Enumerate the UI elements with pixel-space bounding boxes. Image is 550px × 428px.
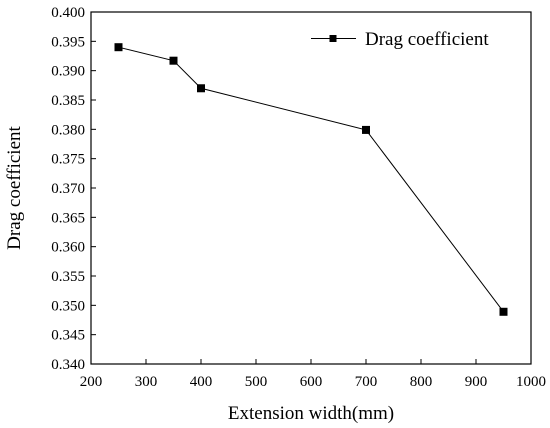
data-point-marker <box>114 43 123 52</box>
x-tick-label: 1000 <box>516 374 546 390</box>
y-tick-label: 0.340 <box>51 357 85 373</box>
data-point-marker <box>362 125 370 134</box>
x-tick-label: 500 <box>245 374 268 390</box>
x-tick-label: 400 <box>190 374 213 390</box>
data-point-marker <box>197 84 205 93</box>
y-tick-label: 0.375 <box>51 152 85 168</box>
x-tick-label: 600 <box>300 374 323 390</box>
y-tick-label: 0.365 <box>51 210 85 226</box>
plot-area: 200 300 400 500 600 700 800 900 1000 0.3400.3450… <box>51 5 546 390</box>
y-tick-label: 0.360 <box>51 240 85 256</box>
y-axis-ticks: 0.340 0.345 0.350 0.355 0.360 0.365 0.370 0.375… <box>51 5 96 373</box>
y-tick-label: 0.400 <box>51 5 85 21</box>
x-tick-label: 300 <box>135 374 158 390</box>
legend-label: Drag coefficient <box>365 29 489 50</box>
y-tick-label: 0.350 <box>51 298 85 314</box>
x-axis-ticks: 200 300 400 500 600 700 800 900 1000 <box>80 359 546 390</box>
legend-marker <box>329 35 337 42</box>
y-tick-label: 0.385 <box>51 93 85 109</box>
y-tick-label: 0.345 <box>51 328 85 344</box>
data-point-marker <box>169 56 178 65</box>
legend: Drag coefficient <box>311 29 489 50</box>
y-tick-label: 0.355 <box>51 269 85 285</box>
series-layer <box>114 43 508 316</box>
y-tick-label: 0.370 <box>51 181 85 197</box>
y-tick-label: 0.390 <box>51 64 85 80</box>
x-tick-label: 800 <box>410 374 433 390</box>
y-axis-title: Drag coefficient <box>4 125 25 249</box>
y-tick-label: 0.380 <box>51 122 85 138</box>
x-tick-label: 900 <box>465 374 488 390</box>
x-axis-title: Extension width(mm) <box>228 403 394 424</box>
x-tick-label: 700 <box>355 374 378 390</box>
y-tick-label: 0.395 <box>51 34 85 50</box>
plot-frame <box>90 11 532 365</box>
data-point-marker <box>499 307 508 316</box>
x-tick-label: 200 <box>80 374 103 390</box>
series-line <box>118 46 504 313</box>
